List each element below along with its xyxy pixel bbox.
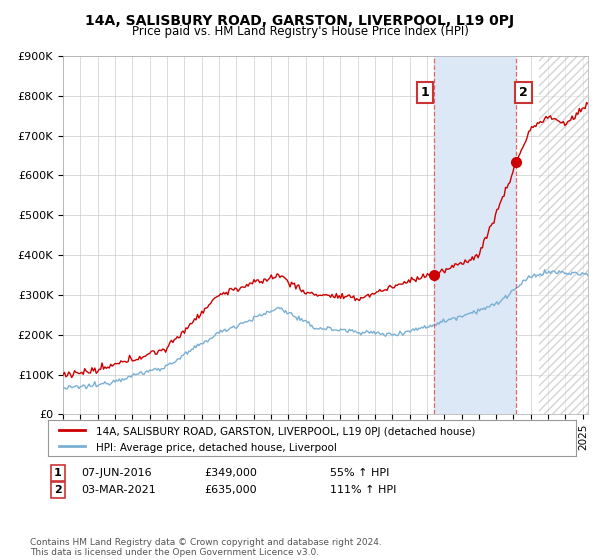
Text: HPI: Average price, detached house, Liverpool: HPI: Average price, detached house, Live…	[95, 442, 337, 452]
Text: Contains HM Land Registry data © Crown copyright and database right 2024.
This d: Contains HM Land Registry data © Crown c…	[30, 538, 382, 557]
Text: 2: 2	[519, 86, 528, 99]
Text: 55% ↑ HPI: 55% ↑ HPI	[330, 468, 389, 478]
Text: 07-JUN-2016: 07-JUN-2016	[81, 468, 152, 478]
Bar	[539, 56, 588, 414]
Text: 1: 1	[421, 86, 430, 99]
Text: Price paid vs. HM Land Registry's House Price Index (HPI): Price paid vs. HM Land Registry's House …	[131, 25, 469, 38]
Text: £349,000: £349,000	[204, 468, 257, 478]
Bar	[434, 56, 517, 414]
Text: 14A, SALISBURY ROAD, GARSTON, LIVERPOOL, L19 0PJ (detached house): 14A, SALISBURY ROAD, GARSTON, LIVERPOOL,…	[95, 427, 475, 437]
Text: £635,000: £635,000	[204, 485, 257, 495]
Text: 111% ↑ HPI: 111% ↑ HPI	[330, 485, 397, 495]
Text: 14A, SALISBURY ROAD, GARSTON, LIVERPOOL, L19 0PJ: 14A, SALISBURY ROAD, GARSTON, LIVERPOOL,…	[85, 14, 515, 28]
Text: 1: 1	[54, 468, 62, 478]
Text: 2: 2	[54, 485, 62, 495]
Text: 03-MAR-2021: 03-MAR-2021	[81, 485, 156, 495]
